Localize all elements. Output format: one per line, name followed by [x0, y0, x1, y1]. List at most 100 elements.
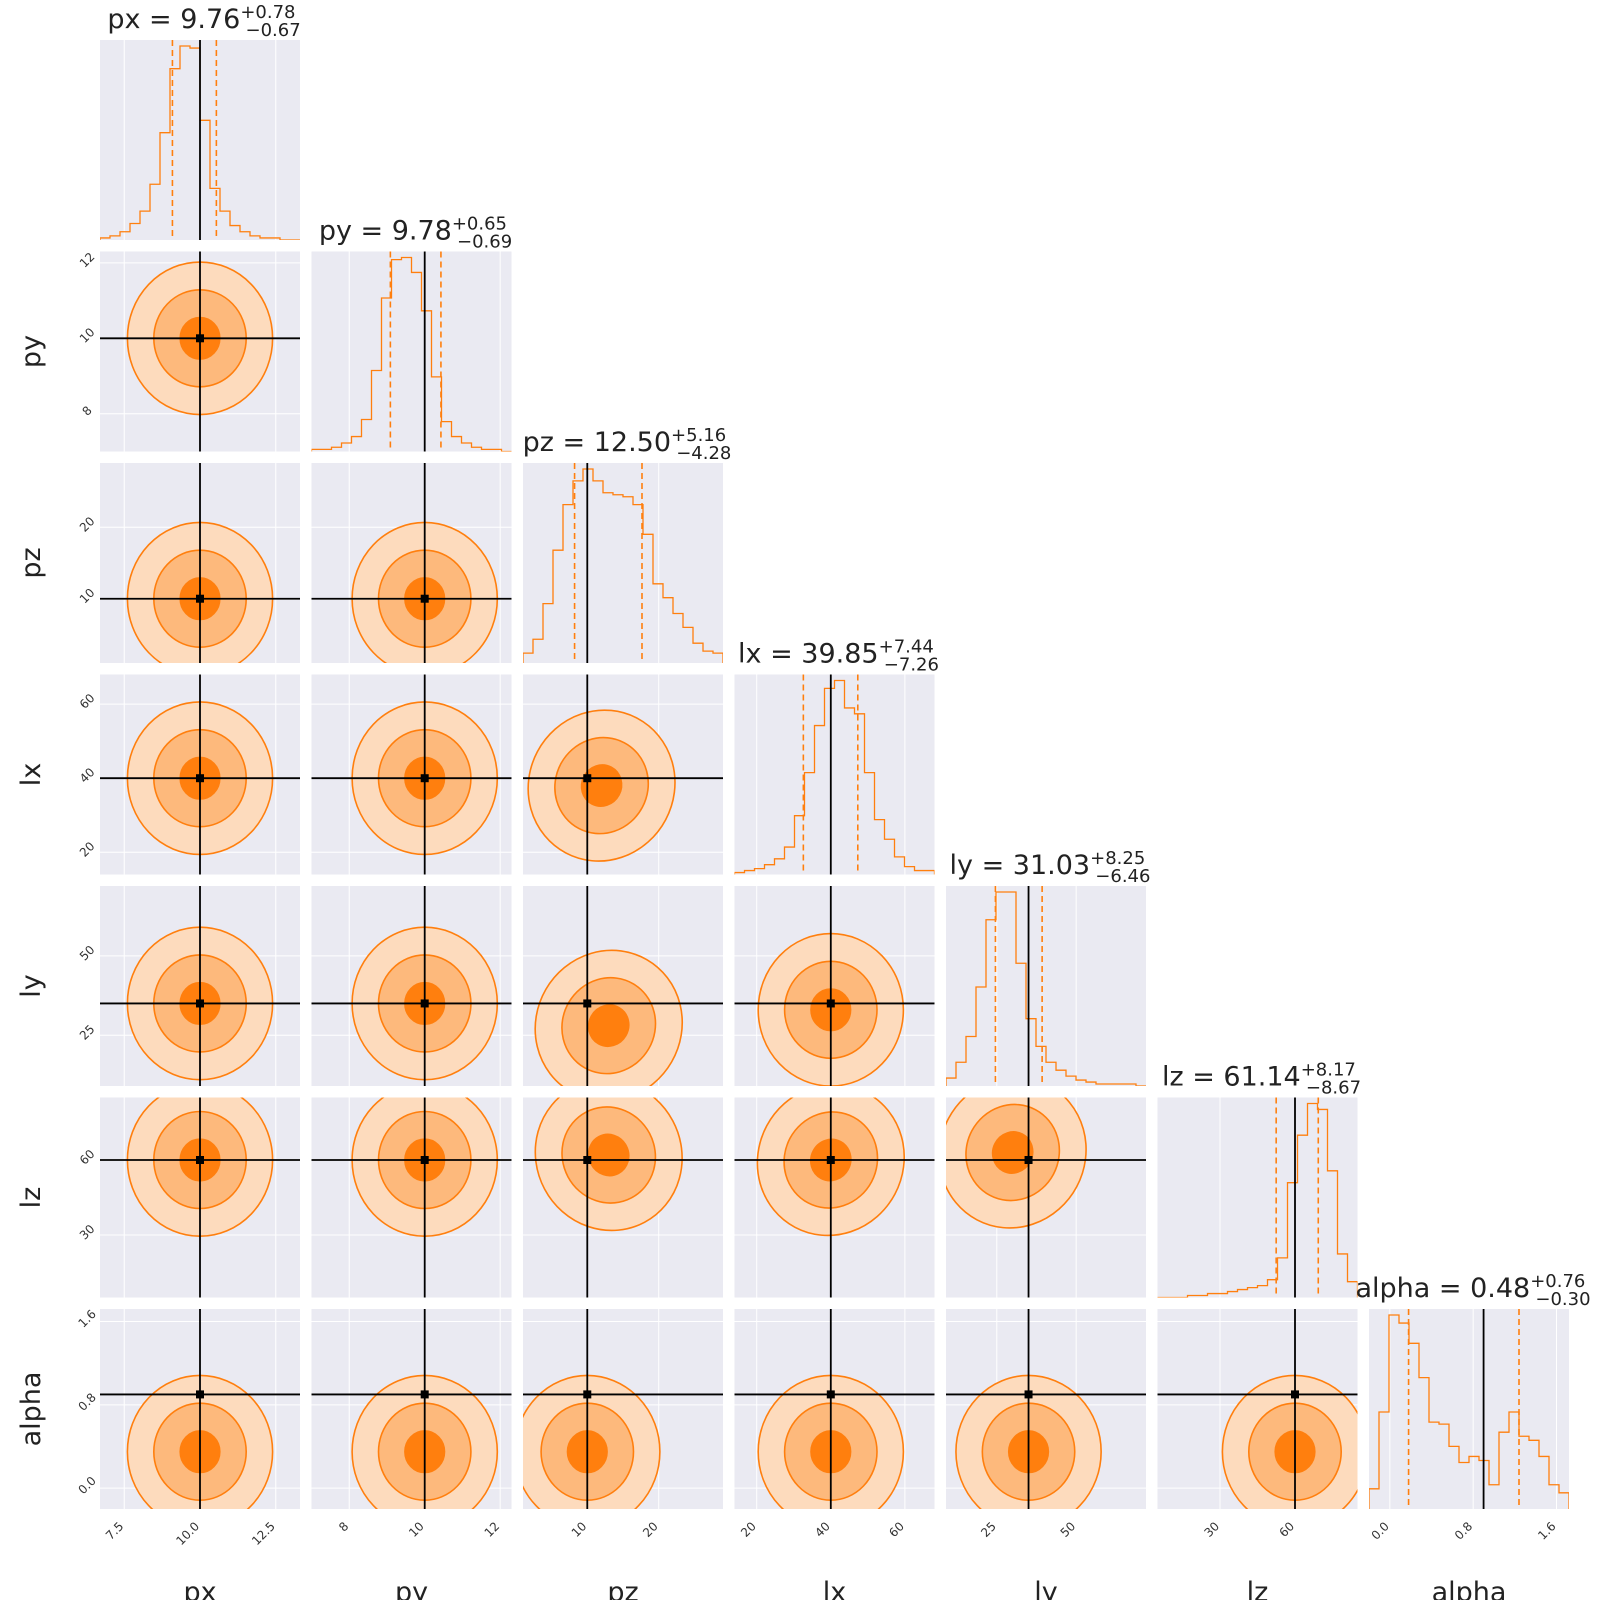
- truth-marker: [826, 1156, 835, 1164]
- x-tick-label: 0.0: [1369, 1519, 1392, 1542]
- panel-body: [311, 1097, 512, 1298]
- contour-level-3: [587, 1133, 630, 1177]
- y-tick-label: 30: [77, 1222, 98, 1243]
- y-axis-label-py: py: [16, 335, 47, 368]
- histogram-step: [1157, 1102, 1358, 1298]
- x-tick-label: 12: [482, 1519, 503, 1540]
- panel-body: [946, 1097, 1146, 1298]
- panel-body: [100, 463, 300, 663]
- panel-pz-alpha: 10 20 pz: [523, 1309, 723, 1600]
- x-tick-label: 60: [1276, 1519, 1297, 1540]
- panel-ly-alpha: 25 50 ly: [946, 1309, 1146, 1600]
- truth-marker: [420, 1390, 429, 1399]
- panel-px-lz: 30 60 lz: [16, 1097, 300, 1298]
- panel-body: [311, 1309, 512, 1509]
- x-tick-label: 30: [1201, 1519, 1222, 1540]
- panel-body: [523, 886, 723, 1086]
- panel-body: [311, 886, 512, 1086]
- y-tick-label: 50: [77, 943, 98, 964]
- y-axis-label-lx: lx: [16, 763, 47, 787]
- panel-body: [734, 886, 935, 1086]
- panel-lz-alpha: 30 60 lz: [1157, 1309, 1358, 1600]
- panel-px-lx: 20 40 60 lx: [16, 674, 300, 875]
- y-axis-label-lz: lz: [16, 1187, 47, 1209]
- y-tick-label: 60: [77, 691, 98, 712]
- truth-marker: [196, 594, 204, 603]
- panel-body: [311, 463, 512, 663]
- truth-marker: [826, 999, 835, 1008]
- x-axis-label-px: px: [183, 1577, 216, 1600]
- panel-body: [311, 251, 512, 452]
- panel-pz-lz: [523, 1097, 723, 1298]
- y-tick-label: 25: [77, 1022, 98, 1043]
- panel-body: [100, 1097, 300, 1298]
- panel-py-pz: [311, 463, 512, 663]
- x-axis-label-alpha: alpha: [1432, 1577, 1507, 1600]
- y-tick-label: 10: [77, 325, 98, 346]
- y-axis-label-alpha: alpha: [16, 1372, 47, 1447]
- title-lx: lx = 39.85+7.44 −7.26: [738, 637, 939, 676]
- x-tick-label: 40: [812, 1519, 833, 1540]
- histogram-step: [523, 468, 723, 663]
- x-tick-label: 10: [569, 1519, 590, 1540]
- panel-py-lx: [311, 674, 512, 875]
- x-tick-label: 10: [406, 1519, 427, 1540]
- truth-marker: [420, 594, 429, 603]
- y-axis-label-pz: pz: [16, 547, 47, 578]
- x-tick-label: 1.6: [1535, 1519, 1558, 1542]
- x-tick-label: 20: [640, 1519, 661, 1540]
- y-tick-label: 0.8: [75, 1390, 98, 1413]
- panel-pz-ly: [523, 886, 723, 1086]
- x-tick-label: 50: [1058, 1519, 1079, 1540]
- panel-body: [100, 1309, 300, 1509]
- panel-pz-lx: [523, 674, 723, 875]
- histogram-step: [311, 256, 512, 452]
- truth-marker: [583, 774, 592, 783]
- histogram-step: [946, 891, 1146, 1086]
- x-tick-label: 7.5: [103, 1519, 126, 1542]
- panel-body: [946, 1309, 1146, 1509]
- x-axis-label-lz: lz: [1247, 1577, 1269, 1600]
- title-py: py = 9.78+0.65 −0.69: [319, 214, 512, 253]
- truth-marker: [583, 1390, 592, 1399]
- histogram-step: [1369, 1314, 1569, 1509]
- panel-py-alpha: 8 10 12 py: [311, 1309, 512, 1600]
- panel-px-alpha: 7.5 10.0 12.5 px 0.0 0.8 1.6 alpha: [16, 1307, 300, 1600]
- panel-body: [100, 251, 300, 452]
- panel-body: [523, 1097, 723, 1298]
- panel-body: [311, 674, 512, 875]
- panel-body: [100, 886, 300, 1086]
- truth-marker: [196, 774, 204, 783]
- x-axis-label-lx: lx: [823, 1577, 847, 1600]
- panel-ly-ly: ly = 31.03+8.25 −6.46: [946, 848, 1150, 1086]
- panel-body: [100, 674, 300, 875]
- panel-lx-lx: lx = 39.85+7.44 −7.26: [734, 637, 939, 875]
- truth-marker: [583, 999, 592, 1008]
- x-tick-label: 12.5: [249, 1519, 278, 1548]
- y-axis-label-ly: ly: [16, 974, 47, 998]
- title-lz: lz = 61.14+8.17 −8.67: [1162, 1060, 1361, 1099]
- truth-marker: [1024, 1390, 1033, 1399]
- y-tick-label: 1.6: [75, 1307, 98, 1330]
- y-tick-label: 20: [77, 839, 98, 860]
- panel-body: [734, 1097, 935, 1298]
- panel-background: [1157, 1097, 1358, 1298]
- panel-body: [1157, 1097, 1358, 1298]
- x-tick-label: 0.8: [1452, 1519, 1475, 1542]
- panel-body: [523, 463, 723, 663]
- panel-alpha-alpha: alpha = 0.48+0.76 −0.30 0.0 0.8 1.6 alpha: [1355, 1271, 1590, 1600]
- panel-body: [946, 886, 1146, 1086]
- panel-background: [734, 674, 935, 875]
- truth-marker: [196, 334, 204, 343]
- panel-ly-lz: [946, 1097, 1146, 1298]
- truth-marker: [196, 1156, 204, 1164]
- panel-lx-alpha: 20 40 60 lx: [734, 1309, 935, 1600]
- x-tick-label: 20: [738, 1519, 759, 1540]
- x-tick-label: 25: [978, 1519, 999, 1540]
- panel-lx-lz: [734, 1097, 935, 1298]
- panel-background: [1369, 1309, 1569, 1509]
- panel-px-py: 8 10 12 py: [16, 250, 300, 452]
- y-tick-label: 8: [80, 403, 95, 418]
- panel-px-ly: 25 50 ly: [16, 886, 300, 1086]
- y-tick-label: 20: [77, 514, 98, 535]
